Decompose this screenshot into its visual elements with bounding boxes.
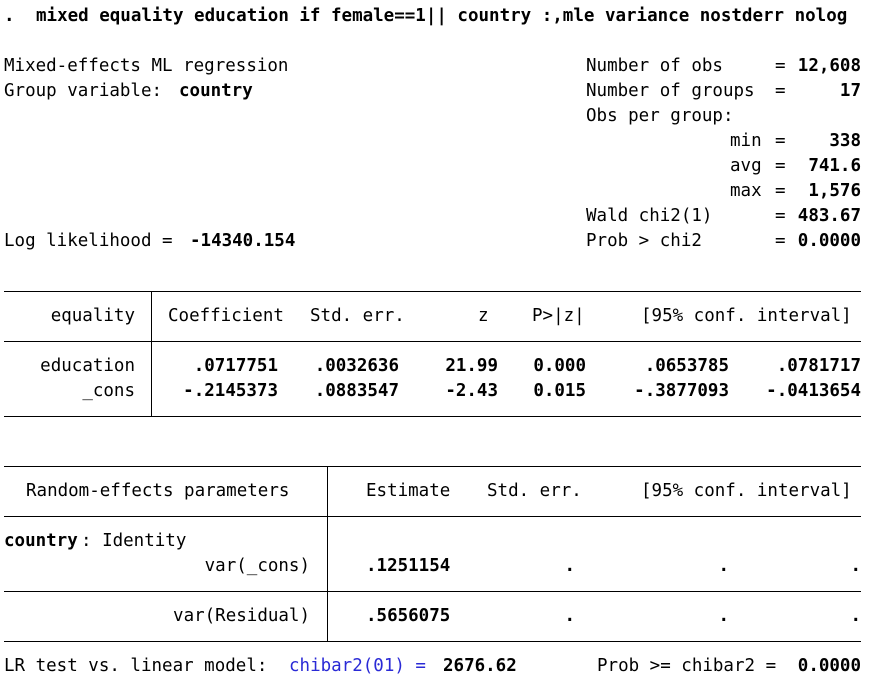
group-variable-value: country (179, 81, 253, 101)
fixed-row-coef: -.2145373 (183, 381, 278, 401)
fixed-row-z: 21.99 (445, 356, 498, 376)
fixed-col-ci: [95% conf. interval] (641, 306, 852, 326)
fixed-table-top-rule (4, 291, 861, 292)
fixed-row-name: education (40, 356, 135, 376)
lr-test-stat-value: 2676.62 (443, 656, 517, 676)
random-row-ci-high: . (850, 606, 861, 626)
command-text: mixed equality education if female==1|| … (36, 6, 848, 26)
fixed-col-coefficient: Coefficient (168, 306, 284, 326)
fixed-row-p: 0.000 (533, 356, 586, 376)
fixed-col-pvalue: P>|z| (532, 306, 585, 326)
random-col-stderr: Std. err. (487, 481, 582, 501)
avg-label: avg (730, 156, 762, 176)
prob-label: Prob > chi2 (586, 231, 702, 251)
fixed-col-stderr: Std. err. (310, 306, 405, 326)
random-row-name: var(Residual) (173, 606, 310, 626)
ngroups-label: Number of groups (586, 81, 755, 101)
fixed-depvar: equality (50, 306, 135, 326)
avg-eq: = (775, 156, 786, 176)
min-value: 338 (829, 131, 861, 151)
max-eq: = (775, 181, 786, 201)
random-col-ci: [95% conf. interval] (641, 481, 852, 501)
obs-per-group-label: Obs per group: (586, 106, 734, 126)
fixed-row-ci-low: -.3877093 (634, 381, 729, 401)
random-group-name: country (4, 531, 78, 551)
min-eq: = (775, 131, 786, 151)
nobs-label: Number of obs (586, 56, 723, 76)
fixed-row-ci-low: .0653785 (644, 356, 729, 376)
fixed-table-divider (151, 291, 152, 417)
fixed-table-header-rule (4, 341, 861, 342)
fixed-col-z: z (478, 306, 489, 326)
log-likelihood-value: -14340.154 (190, 231, 296, 251)
wald-value: 483.67 (797, 206, 861, 226)
command-prompt: . (4, 6, 15, 26)
fixed-row-coef: .0717751 (193, 356, 278, 376)
wald-label: Wald chi2(1) (586, 206, 713, 226)
random-table-divider (327, 466, 328, 642)
random-row-ci-high: . (850, 556, 861, 576)
random-col-estimate: Estimate (366, 481, 451, 501)
random-table-bottom-rule (4, 641, 861, 642)
ngroups-value: 17 (839, 81, 861, 101)
random-row-estimate: .1251154 (366, 556, 451, 576)
fixed-row-ci-high: -.0413654 (766, 381, 861, 401)
nobs-eq: = (775, 56, 786, 76)
wald-eq: = (775, 206, 786, 226)
random-group-type: : Identity (81, 531, 187, 551)
fixed-row-se: .0883547 (314, 381, 399, 401)
avg-value: 741.6 (808, 156, 861, 176)
lr-test-label: LR test vs. linear model: (4, 656, 278, 676)
lr-test-stat-label[interactable]: chibar2(01) = (289, 656, 437, 676)
random-row-ci-low: . (718, 556, 729, 576)
nobs-value: 12,608 (797, 56, 861, 76)
random-header-label: Random-effects parameters (26, 481, 290, 501)
max-label: max (730, 181, 762, 201)
log-likelihood-label: Log likelihood = (4, 231, 184, 251)
max-value: 1,576 (808, 181, 861, 201)
random-row-ci-low: . (718, 606, 729, 626)
random-row-name: var(_cons) (204, 556, 310, 576)
model-title: Mixed-effects ML regression (4, 56, 289, 76)
fixed-row-z: -2.43 (445, 381, 498, 401)
group-variable-label: Group variable: (4, 81, 173, 101)
random-table-header-rule (4, 516, 861, 517)
lr-test-prob-label: Prob >= chibar2 = (597, 656, 787, 676)
random-row-se: . (564, 556, 575, 576)
fixed-row-se: .0032636 (314, 356, 399, 376)
min-label: min (730, 131, 762, 151)
random-row-estimate: .5656075 (366, 606, 451, 626)
fixed-row-ci-high: .0781717 (776, 356, 861, 376)
random-table-mid-rule (4, 591, 861, 592)
random-row-se: . (564, 606, 575, 626)
fixed-row-p: 0.015 (533, 381, 586, 401)
fixed-table-bottom-rule (4, 416, 861, 417)
prob-value: 0.0000 (797, 231, 861, 251)
prob-eq: = (775, 231, 786, 251)
fixed-row-name: _cons (82, 381, 135, 401)
lr-test-prob-value: 0.0000 (797, 656, 861, 676)
ngroups-eq: = (775, 81, 786, 101)
random-table-top-rule (4, 466, 861, 467)
